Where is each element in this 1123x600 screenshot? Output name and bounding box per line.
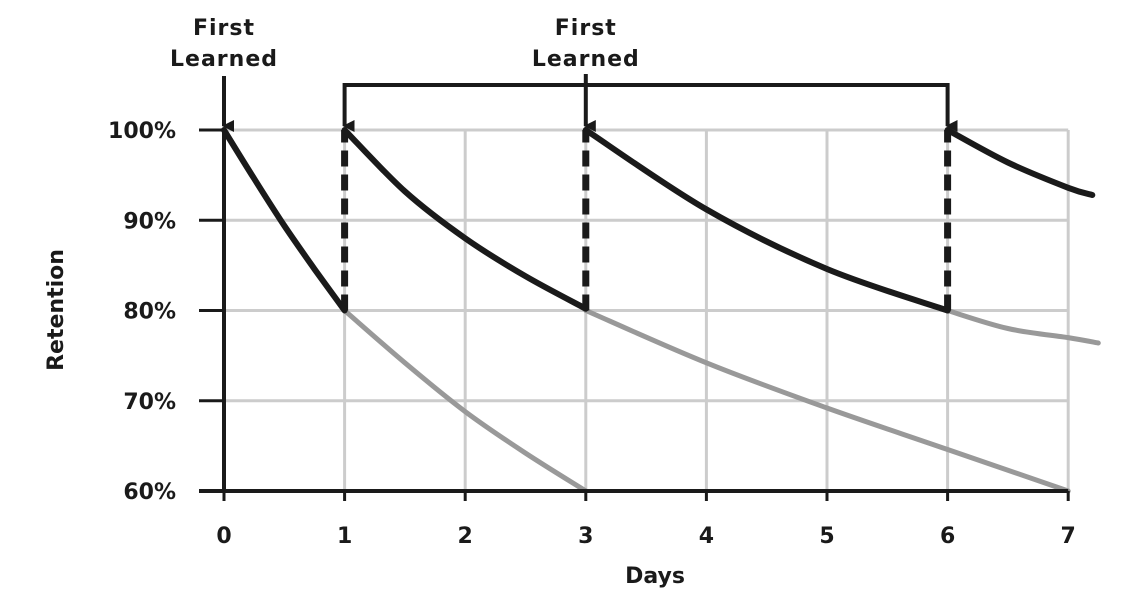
- annotation-label-line2: Learned: [170, 47, 278, 72]
- review-curve-2: [582, 127, 951, 314]
- forgetting-curve-4: [342, 308, 589, 494]
- y-tick-label: 100%: [108, 119, 176, 144]
- review-curve-0: [221, 127, 348, 314]
- forgetting-curve-5: [583, 308, 1071, 494]
- forgetting-curves: [342, 308, 1101, 494]
- axes: [199, 128, 1070, 501]
- x-tick-label: 2: [458, 524, 473, 549]
- forgetting-curve-6: [945, 308, 1101, 346]
- x-tick-label: 1: [337, 524, 352, 549]
- y-axis-title: Retention: [44, 249, 69, 371]
- x-tick-label: 4: [699, 524, 714, 549]
- review-curves: [221, 127, 1096, 314]
- review-curve-1: [341, 127, 589, 312]
- y-tick-label: 70%: [123, 390, 176, 415]
- y-tick-label: 90%: [123, 209, 176, 234]
- review-markers: [341, 130, 952, 311]
- annotation-label-line1: First: [193, 16, 255, 41]
- x-tick-label: 3: [578, 524, 593, 549]
- x-tick-label: 5: [819, 524, 834, 549]
- y-tick-label: 60%: [123, 480, 176, 505]
- x-tick-label: 7: [1061, 524, 1076, 549]
- review-curve-3: [944, 127, 1096, 198]
- annotations: First Learned First Learned: [170, 16, 958, 132]
- tick-labels: 0 1 2 3 4 5 6 7 100% 90% 80% 70% 60%: [108, 119, 1076, 549]
- x-tick-label: 0: [216, 524, 231, 549]
- x-tick-label: 6: [940, 524, 955, 549]
- x-axis-title: Days: [625, 564, 685, 589]
- y-tick-label: 80%: [123, 300, 176, 325]
- annotation-label-line2: Learned: [532, 47, 640, 72]
- annotation-label-line1: First: [555, 16, 617, 41]
